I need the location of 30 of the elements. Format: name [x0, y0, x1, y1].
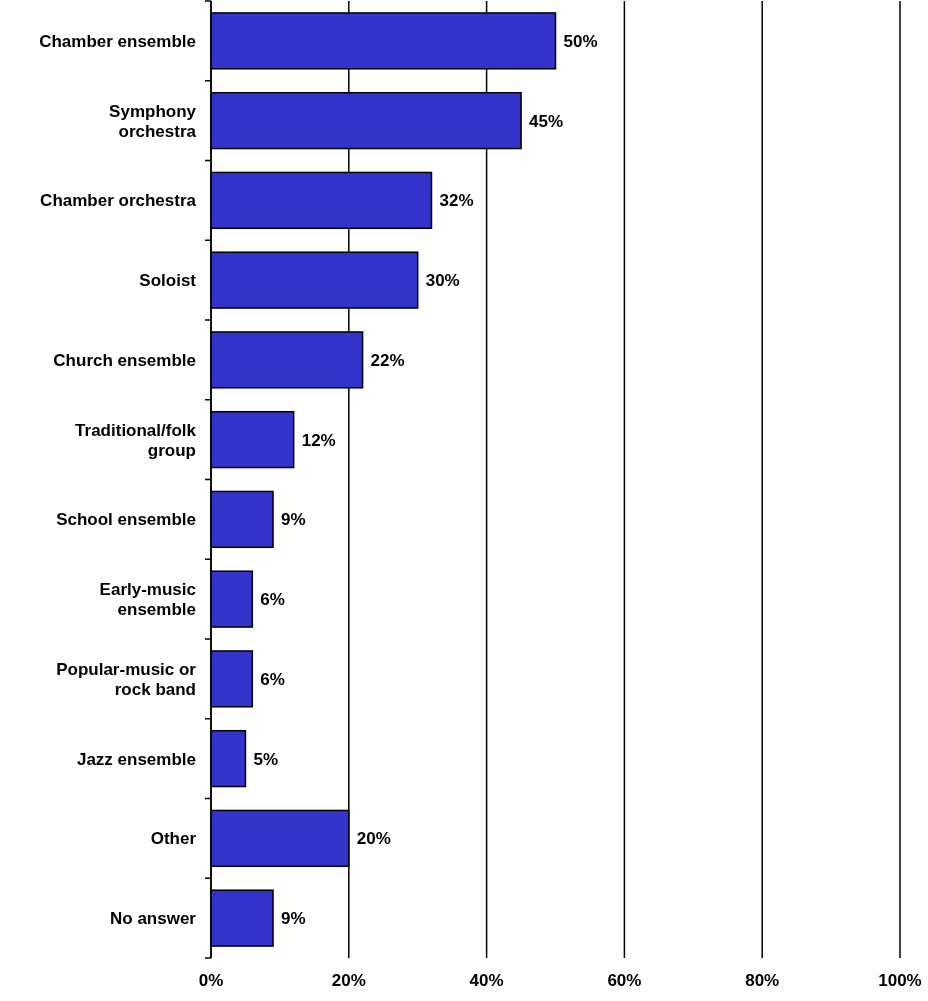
y-tick-label: Traditional/folk group — [75, 420, 197, 460]
data-label: 20% — [356, 829, 391, 849]
y-tick-label: Church ensemble — [53, 350, 196, 370]
y-tick-label: Jazz ensemble — [76, 749, 196, 769]
data-label: 6% — [260, 669, 285, 689]
data-label: 5% — [253, 749, 279, 769]
y-tick-label: No answer — [110, 909, 197, 929]
x-tick-label: 0% — [198, 971, 224, 990]
x-tick-label: 80% — [745, 971, 780, 990]
y-tick-label: Popular-music or rock band — [56, 659, 197, 699]
data-label: 22% — [370, 350, 405, 370]
y-tick-label: Other — [150, 829, 197, 849]
y-tick-label: Soloist — [139, 271, 197, 291]
x-tick-label: 20% — [331, 971, 366, 990]
data-label: 30% — [425, 271, 460, 291]
data-label: 45% — [529, 111, 564, 131]
y-tick-label: Symphony orchestra — [109, 101, 197, 141]
data-label: 50% — [563, 31, 598, 51]
y-tick-label: Chamber ensemble — [39, 31, 196, 51]
x-tick-label: 40% — [469, 971, 504, 990]
y-tick-label: Chamber orchestra — [40, 191, 197, 211]
data-label: 12% — [301, 430, 336, 450]
y-tick-label: Early-music ensemble — [99, 580, 196, 620]
data-label: 9% — [281, 510, 306, 530]
x-tick-label: 60% — [607, 971, 642, 990]
x-tick-label: 100% — [878, 971, 922, 990]
y-tick-label: School ensemble — [56, 510, 196, 530]
data-label: 9% — [281, 909, 306, 929]
data-label: 32% — [439, 191, 474, 211]
data-label: 6% — [260, 590, 285, 610]
